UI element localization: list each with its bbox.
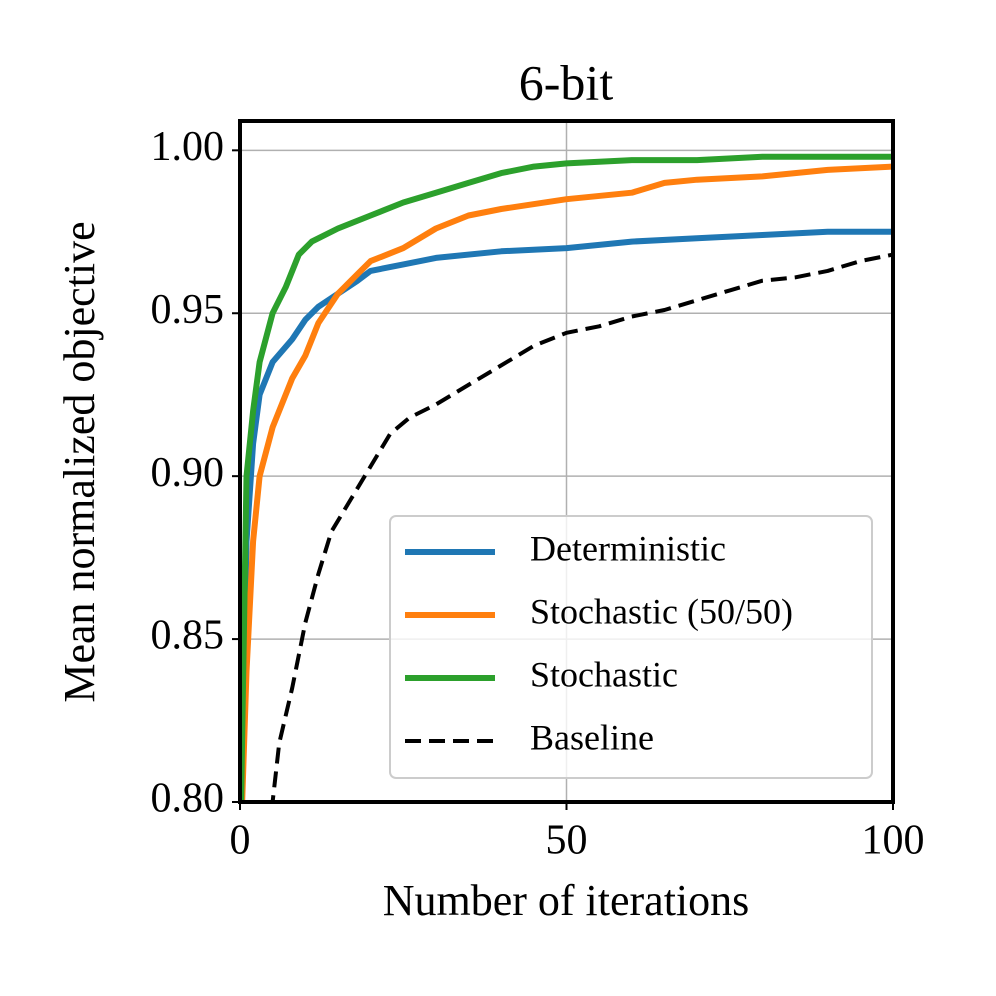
- y-tick-label: 0.85: [151, 613, 225, 659]
- x-tick-label: 50: [546, 818, 588, 864]
- plot-lines: [240, 153, 893, 802]
- y-tick-label: 1.00: [151, 124, 225, 170]
- y-tick-label: 0.90: [151, 450, 225, 496]
- y-tick-label: 0.95: [151, 287, 225, 333]
- x-tick-label: 0: [230, 818, 251, 864]
- legend-label: Stochastic: [530, 654, 678, 694]
- chart-title: 6-bit: [519, 54, 614, 110]
- series-line: [240, 153, 893, 802]
- y-tick-label: 0.80: [151, 776, 225, 822]
- legend-label: Baseline: [530, 717, 654, 757]
- plot-frame: [238, 119, 895, 804]
- series-line: [240, 163, 893, 802]
- series-line: [240, 228, 893, 802]
- x-axis-label: Number of iterations: [383, 876, 750, 925]
- legend-box: [389, 515, 873, 779]
- legend-label: Stochastic (50/50): [530, 591, 793, 631]
- x-tick-label: 100: [862, 818, 925, 864]
- y-axis-label: Mean normalized objective: [55, 221, 104, 702]
- legend-label: Deterministic: [530, 528, 726, 568]
- series-line: [270, 252, 893, 802]
